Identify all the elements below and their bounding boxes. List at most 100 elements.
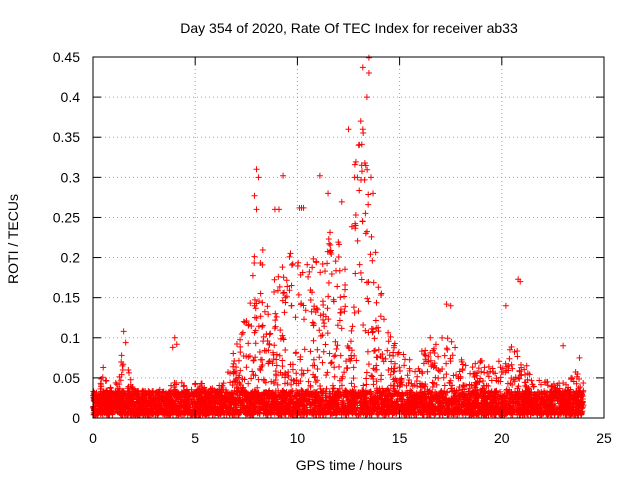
data-point: [338, 325, 345, 332]
data-point: [444, 335, 451, 342]
data-point: [283, 277, 290, 284]
data-point: [279, 357, 286, 364]
data-point: [332, 258, 339, 265]
data-point: [453, 371, 460, 378]
data-point: [450, 372, 457, 379]
data-points: [90, 54, 587, 418]
data-point: [357, 269, 364, 276]
data-point: [364, 348, 371, 355]
data-point: [288, 302, 295, 309]
data-point: [257, 356, 264, 363]
data-point: [424, 368, 431, 375]
data-point: [372, 249, 379, 256]
data-point: [277, 327, 284, 334]
data-point: [168, 382, 175, 389]
data-point: [128, 385, 135, 392]
data-point: [362, 210, 369, 217]
data-point: [514, 348, 521, 355]
data-point: [260, 333, 267, 340]
data-point: [297, 356, 304, 363]
data-point: [348, 223, 355, 230]
data-point: [352, 225, 359, 232]
data-point: [391, 340, 398, 347]
data-point: [252, 354, 259, 361]
data-point: [435, 353, 442, 360]
data-point: [370, 279, 377, 286]
data-point: [485, 373, 492, 380]
data-point: [432, 374, 439, 381]
data-point: [304, 367, 311, 374]
data-point: [249, 368, 256, 375]
data-point: [506, 355, 513, 362]
data-point: [309, 264, 316, 271]
data-point: [516, 375, 523, 382]
data-point: [264, 338, 271, 345]
data-point: [321, 320, 328, 327]
data-point: [371, 335, 378, 342]
grid-lines: [93, 57, 604, 418]
data-point: [337, 294, 344, 301]
data-point: [252, 340, 259, 347]
data-point: [385, 338, 392, 345]
data-point: [370, 381, 377, 388]
data-point: [372, 317, 379, 324]
data-point: [275, 273, 282, 280]
data-point: [282, 346, 289, 353]
data-point: [322, 268, 329, 275]
data-point: [439, 334, 446, 341]
data-point: [307, 287, 314, 294]
data-point: [391, 344, 398, 351]
data-point: [387, 371, 394, 378]
data-point: [384, 347, 391, 354]
data-point: [327, 241, 334, 248]
data-point: [521, 366, 528, 373]
data-point: [307, 348, 314, 355]
data-point: [350, 304, 357, 311]
data-point: [360, 322, 367, 329]
data-point: [363, 375, 370, 382]
data-point: [126, 369, 133, 376]
data-point: [328, 271, 335, 278]
data-point: [477, 375, 484, 382]
data-point: [350, 375, 357, 382]
data-point: [509, 365, 516, 372]
data-point: [568, 374, 575, 381]
data-point: [301, 346, 308, 353]
data-point: [259, 322, 266, 329]
data-point: [334, 283, 341, 290]
data-point: [245, 340, 252, 347]
data-point: [432, 341, 439, 348]
data-point: [319, 332, 326, 339]
data-point: [271, 325, 278, 332]
data-point: [495, 358, 502, 365]
data-point: [119, 362, 126, 369]
data-point: [352, 270, 359, 277]
data-point: [305, 273, 312, 280]
data-point: [377, 376, 384, 383]
data-point: [462, 362, 469, 369]
data-point: [251, 296, 258, 303]
data-point: [447, 385, 454, 392]
data-point: [452, 344, 459, 351]
data-point: [396, 364, 403, 371]
data-point: [298, 386, 305, 393]
data-point: [337, 352, 344, 359]
data-point: [257, 313, 264, 320]
data-point: [367, 251, 374, 258]
data-point: [363, 381, 370, 388]
data-point: [259, 299, 266, 306]
data-point: [497, 364, 504, 371]
data-point: [325, 293, 332, 300]
data-point: [515, 375, 522, 382]
data-point: [245, 380, 252, 387]
data-point: [350, 364, 357, 371]
data-point: [474, 369, 481, 376]
data-point: [459, 361, 466, 368]
data-point: [235, 357, 242, 364]
data-point: [342, 286, 349, 293]
data-point: [310, 356, 317, 363]
data-point: [325, 235, 332, 242]
data-point: [371, 347, 378, 354]
data-point: [352, 158, 359, 165]
